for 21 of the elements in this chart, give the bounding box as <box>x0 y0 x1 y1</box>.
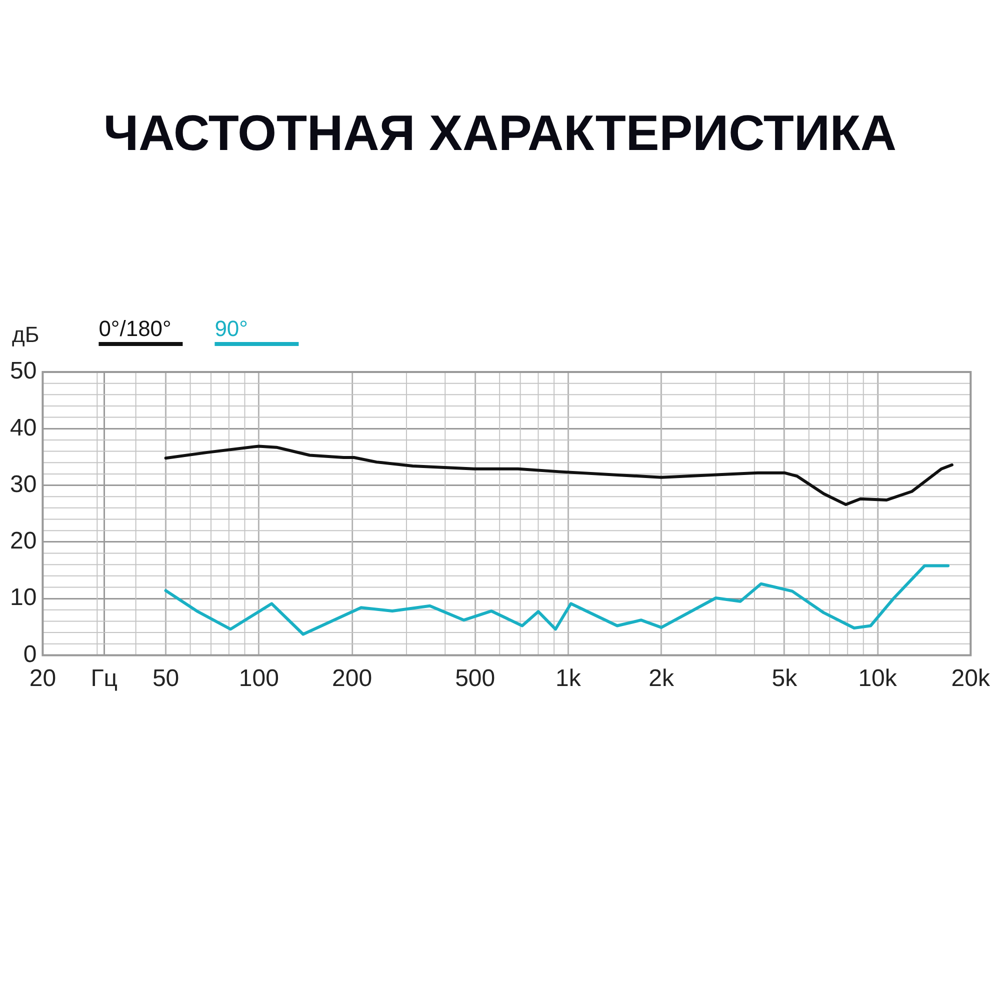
x-tick-label: 1k <box>556 665 582 692</box>
x-tick-label: 500 <box>455 665 496 692</box>
y-tick-label: 30 <box>10 470 37 498</box>
y-tick-label: 10 <box>10 584 37 612</box>
y-tick-label: 50 <box>10 358 37 385</box>
text: 90° <box>214 316 248 341</box>
x-tick-label: 5k <box>772 665 798 692</box>
text: 0°/180° <box>98 316 172 341</box>
x-tick-label: 100 <box>238 665 279 692</box>
y-tick-label: 0 <box>23 640 37 668</box>
y-tick-label: 20 <box>10 528 37 555</box>
x-tick-label: 20 <box>29 665 56 692</box>
x-tick-label: 200 <box>332 665 372 692</box>
x-tick-label: 20k <box>951 665 991 692</box>
chart-title: ЧАСТОТНАЯ ХАРАКТЕРИСТИКА <box>103 105 897 161</box>
x-tick-label: 50 <box>152 665 180 692</box>
x-tick-label: 2k <box>648 665 675 692</box>
x-tick-label: Гц <box>90 665 118 692</box>
y-axis-title: дБ <box>12 322 40 347</box>
y-tick-label: 40 <box>10 414 37 442</box>
x-tick-label: 10k <box>858 665 898 692</box>
